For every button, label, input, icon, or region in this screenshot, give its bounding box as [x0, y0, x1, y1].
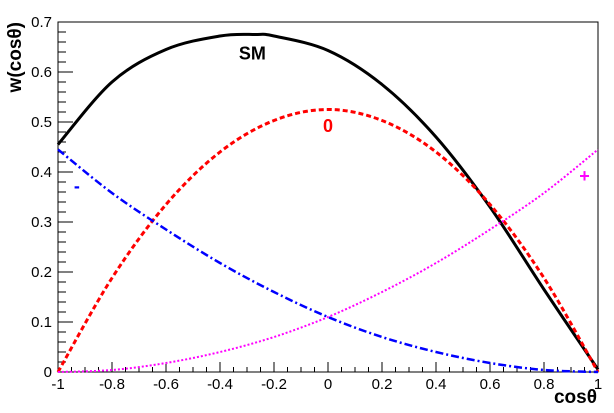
x-tick-label: -0.4	[207, 376, 233, 393]
series-line-plus	[57, 148, 599, 373]
series-group	[56, 32, 600, 374]
x-tick-label: -1	[51, 376, 64, 393]
series-line-0	[56, 107, 600, 373]
y-axis-title: w(cosθ)	[5, 22, 26, 93]
x-tick-label: 0.2	[372, 376, 393, 393]
y-tick-label: 0.7	[31, 14, 52, 31]
x-tick-label: 0.6	[480, 376, 501, 393]
y-tick-label: 0.1	[31, 314, 52, 331]
axis-ticks	[57, 21, 599, 373]
x-tick-label: 1	[594, 376, 602, 393]
series-labels: SM 0 - +	[74, 44, 590, 197]
series-label-0: 0	[323, 116, 333, 136]
y-tick-label: 0.6	[31, 64, 52, 81]
y-tick-label: 0.4	[31, 164, 52, 181]
x-tick-label: -0.6	[153, 376, 179, 393]
series-label-plus: +	[579, 166, 590, 186]
y-tick-label: 0.2	[31, 264, 52, 281]
x-tick-label: -0.2	[261, 376, 287, 393]
y-tick-label: 0	[44, 364, 52, 381]
series-line-sm	[56, 32, 600, 371]
x-axis-title: cosθ	[554, 387, 597, 408]
y-tick-label: 0.5	[31, 114, 52, 131]
series-line-minus	[57, 148, 599, 374]
series-label-minus: -	[74, 176, 80, 196]
y-tick-label: 0.3	[31, 214, 52, 231]
tick-labels: -1 -0.8 -0.6 -0.4 -0.2 0 0.2 0.4 0.6 0.8 100.10.20…	[31, 14, 602, 393]
x-tick-label: 0	[324, 376, 332, 393]
x-tick-label: 0.8	[534, 376, 555, 393]
x-tick-label: 0.4	[426, 376, 447, 393]
x-tick-label: -0.8	[99, 376, 125, 393]
series-label-sm: SM	[239, 44, 266, 64]
plot-frame	[57, 21, 599, 373]
